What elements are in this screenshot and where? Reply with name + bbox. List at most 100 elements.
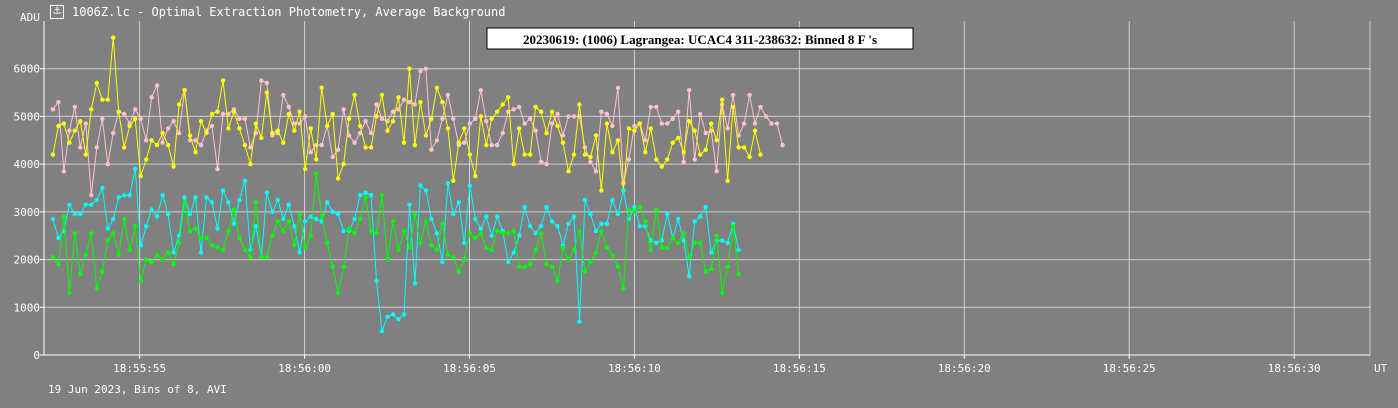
data-point bbox=[270, 233, 275, 238]
data-point bbox=[160, 257, 165, 262]
data-point bbox=[220, 111, 226, 117]
data-point bbox=[725, 240, 730, 246]
data-point bbox=[127, 193, 132, 198]
data-point bbox=[390, 219, 396, 224]
data-point bbox=[242, 247, 248, 253]
data-point bbox=[654, 240, 659, 246]
data-point bbox=[253, 121, 259, 126]
data-point bbox=[484, 142, 489, 148]
data-point bbox=[259, 78, 264, 83]
data-point bbox=[242, 116, 248, 122]
data-point bbox=[533, 247, 538, 253]
data-point bbox=[741, 121, 747, 126]
series-1 bbox=[50, 35, 763, 193]
data-point bbox=[314, 157, 319, 162]
data-point bbox=[94, 145, 100, 150]
data-point bbox=[122, 193, 127, 198]
data-point bbox=[763, 114, 769, 119]
data-point bbox=[714, 138, 719, 143]
data-point bbox=[593, 228, 599, 234]
data-point bbox=[456, 140, 461, 145]
data-point bbox=[445, 181, 451, 186]
data-point bbox=[325, 200, 330, 205]
data-point bbox=[78, 271, 83, 277]
data-point bbox=[681, 159, 686, 164]
data-point bbox=[692, 157, 697, 162]
data-point bbox=[626, 207, 632, 212]
data-point bbox=[418, 99, 423, 105]
data-point bbox=[50, 255, 56, 260]
data-point bbox=[692, 240, 697, 246]
data-point bbox=[138, 173, 143, 179]
data-point bbox=[401, 140, 407, 145]
data-point bbox=[226, 200, 231, 205]
data-point bbox=[412, 142, 418, 148]
data-point bbox=[752, 128, 758, 133]
data-point bbox=[412, 281, 418, 286]
footer-caption: 19 Jun 2023, Bins of 8, AVI bbox=[48, 383, 227, 396]
data-point bbox=[198, 250, 204, 255]
data-point bbox=[50, 107, 56, 112]
data-point bbox=[325, 240, 330, 246]
data-point bbox=[204, 235, 209, 241]
data-point bbox=[379, 328, 385, 334]
series-3 bbox=[50, 171, 741, 296]
data-point bbox=[72, 212, 78, 217]
data-point bbox=[154, 252, 160, 257]
data-point bbox=[67, 202, 72, 207]
data-point bbox=[61, 121, 67, 126]
data-point bbox=[489, 247, 494, 253]
data-point bbox=[209, 243, 215, 248]
data-point bbox=[319, 85, 324, 91]
data-point bbox=[725, 264, 730, 269]
x-axis-ticks: 18:55:55 18:56:00 18:56:05 18:56:10 18:56:15… bbox=[113, 355, 1321, 375]
data-point bbox=[226, 228, 231, 234]
data-point bbox=[319, 142, 324, 148]
data-point bbox=[676, 135, 681, 141]
data-point bbox=[549, 121, 555, 126]
data-point bbox=[500, 130, 505, 136]
data-point bbox=[286, 219, 291, 224]
data-point bbox=[517, 104, 522, 110]
data-point bbox=[193, 150, 198, 155]
data-point bbox=[473, 116, 478, 122]
x-tick-label: 18:56:10 bbox=[608, 362, 661, 375]
data-point bbox=[89, 202, 94, 207]
data-point bbox=[215, 109, 220, 114]
data-point bbox=[621, 286, 626, 291]
data-point bbox=[401, 312, 407, 317]
data-point bbox=[571, 247, 577, 253]
data-point bbox=[495, 214, 500, 219]
data-point bbox=[198, 142, 204, 148]
data-point bbox=[292, 121, 297, 126]
data-point bbox=[451, 178, 456, 183]
chart-series bbox=[50, 35, 785, 334]
data-point bbox=[171, 119, 176, 124]
data-point bbox=[209, 200, 215, 205]
window-titlebar: ⚓ 1006Z.lc - Optimal Extraction Photomet… bbox=[50, 2, 505, 22]
data-point bbox=[484, 119, 489, 124]
series-line bbox=[52, 37, 761, 191]
data-point bbox=[560, 133, 566, 138]
data-point bbox=[281, 92, 286, 98]
data-point bbox=[659, 245, 664, 250]
data-point bbox=[582, 269, 588, 274]
data-point bbox=[467, 121, 472, 126]
data-point bbox=[368, 193, 374, 198]
data-point bbox=[445, 92, 451, 98]
data-point bbox=[198, 235, 204, 241]
data-point bbox=[703, 269, 708, 274]
data-point bbox=[407, 66, 412, 71]
app-icon[interactable]: ⚓ bbox=[50, 5, 64, 19]
data-point bbox=[111, 130, 116, 136]
data-point bbox=[67, 140, 72, 145]
data-point bbox=[703, 130, 708, 136]
data-point bbox=[357, 216, 363, 222]
data-point bbox=[423, 219, 429, 224]
data-point bbox=[220, 247, 226, 253]
data-point bbox=[698, 240, 703, 246]
data-point bbox=[549, 264, 555, 269]
data-point bbox=[363, 119, 368, 124]
data-point bbox=[637, 204, 642, 210]
data-point bbox=[100, 97, 105, 102]
